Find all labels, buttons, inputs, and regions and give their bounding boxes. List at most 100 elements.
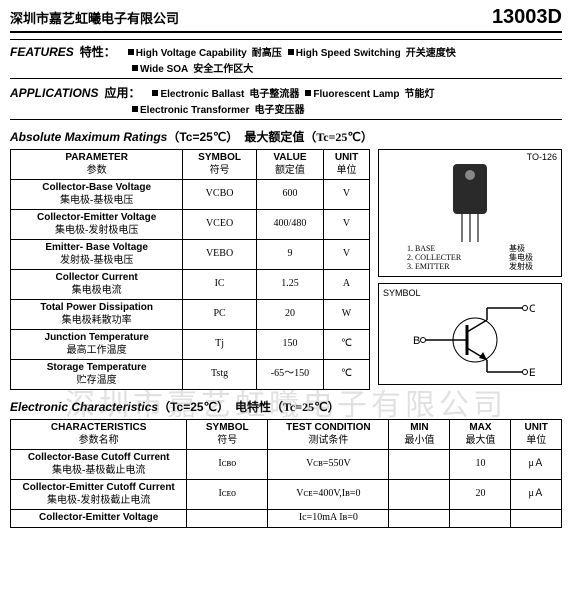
package-lead-icon	[461, 214, 463, 242]
ratings-param-cn: 集电极耗散功率	[15, 315, 178, 328]
app-item-en: Fluorescent Lamp	[313, 89, 399, 100]
app-item-en: Electronic Transformer	[140, 105, 249, 116]
package-diagram: TO-126 1. BASE 2. COLLECTER 3. EMITTER	[378, 149, 562, 277]
table-row: Collector-Emitter Voltage集电极-发射极电压VCEO40…	[11, 210, 370, 240]
elec-hdr-symbol-en: SYMBOL	[191, 422, 263, 435]
elec-symbol: Iᴄᴇᴏ	[187, 480, 268, 510]
electrical-title: Electronic Characteristics（Tc=25℃） 电特性（T…	[10, 398, 562, 415]
elec-hdr-min-cn: 最小值	[393, 435, 445, 448]
app-item-en: Electronic Ballast	[160, 89, 244, 100]
pin-en: BASE	[415, 244, 435, 253]
npn-symbol-icon: B C E	[405, 300, 535, 380]
ratings-unit: V	[324, 180, 370, 210]
feature-item-en: Wide SOA	[140, 64, 188, 75]
ratings-title-cond: （Tc=25℃）	[167, 130, 238, 144]
package-label: TO-126	[527, 152, 557, 162]
ratings-unit: A	[324, 270, 370, 300]
pin-en: EMITTER	[415, 262, 450, 271]
ratings-table: PARAMETER参数 SYMBOL符号 VALUE额定值 UNIT单位 Col…	[10, 149, 370, 390]
ratings-value: 150	[256, 330, 323, 360]
bullet-icon	[152, 90, 158, 96]
applications-section: APPLICATIONS 应用： Electronic Ballast 电子整流…	[10, 81, 562, 120]
ratings-unit: V	[324, 240, 370, 270]
ratings-param-en: Storage Temperature	[15, 362, 178, 375]
elec-unit: μＡ	[511, 450, 562, 480]
ratings-symbol: IC	[183, 270, 257, 300]
pin-cn: 集电极	[509, 253, 533, 262]
table-row: Storage Temperature贮存温度Tstg-65～150℃	[11, 360, 370, 390]
ratings-unit: ℃	[324, 360, 370, 390]
elec-cond: Ic=10mA Iʙ=0	[268, 510, 389, 528]
ratings-unit: ℃	[324, 330, 370, 360]
ratings-param-cn: 集电极-基极电压	[15, 195, 178, 208]
bullet-icon	[132, 106, 138, 112]
elec-char-cn: 集电极-基极截止电流	[15, 465, 182, 478]
ratings-param-en: Collector-Emitter Voltage	[15, 212, 178, 225]
elec-symbol	[187, 510, 268, 528]
elec-max: 20	[450, 480, 511, 510]
ratings-unit: W	[324, 300, 370, 330]
table-row: Junction Temperature最高工作温度 Tj150℃	[11, 330, 370, 360]
ratings-hdr-value-en: VALUE	[261, 152, 319, 165]
symbol-diagram: SYMBOL B C E	[378, 283, 562, 385]
feature-item-cn: 安全工作区大	[193, 64, 253, 75]
elec-hdr-symbol-cn: 符号	[191, 435, 263, 448]
ratings-param-cn: 最高工作温度	[15, 345, 178, 358]
ratings-unit: V	[324, 210, 370, 240]
ratings-symbol: Tj	[183, 330, 257, 360]
elec-min	[389, 450, 450, 480]
feature-item-cn: 耐高压	[252, 48, 282, 59]
bullet-icon	[132, 65, 138, 71]
table-row: Collector-Emitter VoltageIc=10mA Iʙ=0	[11, 510, 562, 528]
elec-hdr-max-en: MAX	[454, 422, 506, 435]
elec-hdr-unit-cn: 单位	[515, 435, 557, 448]
ratings-param-cn: 发射极-基极电压	[15, 255, 178, 268]
pin-en: COLLECTER	[415, 253, 461, 262]
elec-unit: μＡ	[511, 480, 562, 510]
electrical-title-cond: （Tc=25℃）	[158, 400, 229, 414]
elec-min	[389, 480, 450, 510]
ratings-param-en: Junction Temperature	[15, 332, 178, 345]
elec-hdr-char-en: CHARACTERISTICS	[15, 422, 182, 435]
package-hole-icon	[465, 170, 475, 180]
electrical-title-cn: 电特性（Tc=25℃）	[235, 400, 340, 414]
table-row: Collector-Base Cutoff Current集电极-基极截止电流I…	[11, 450, 562, 480]
app-item-cn: 节能灯	[405, 89, 435, 100]
ratings-symbol: Tstg	[183, 360, 257, 390]
pin-cn: 基极	[509, 244, 533, 253]
ratings-value: 20	[256, 300, 323, 330]
ratings-hdr-symbol-en: SYMBOL	[187, 152, 252, 165]
elec-hdr-unit-en: UNIT	[515, 422, 557, 435]
ratings-param-en: Collector Current	[15, 272, 178, 285]
ratings-value: -65～150	[256, 360, 323, 390]
elec-unit	[511, 510, 562, 528]
ratings-symbol: PC	[183, 300, 257, 330]
ratings-symbol: VCBO	[183, 180, 257, 210]
pin-cn: 发射极	[509, 262, 533, 271]
table-row: Collector-Emitter Cutoff Current集电极-发射极截…	[11, 480, 562, 510]
ratings-param-cn: 集电极-发射极电压	[15, 225, 178, 238]
header: 深圳市嘉艺虹曦电子有限公司 13003D	[10, 6, 562, 33]
feature-item-cn: 开关速度快	[406, 48, 456, 59]
bullet-icon	[128, 49, 134, 55]
elec-cond: Vᴄᴇ=400V,Iʙ=0	[268, 480, 389, 510]
ratings-param-en: Collector-Base Voltage	[15, 182, 178, 195]
table-row: Collector-Base Voltage集电极-基极电压 VCBO600V	[11, 180, 370, 210]
applications-label-cn: 应用：	[104, 84, 140, 101]
elec-hdr-min-en: MIN	[393, 422, 445, 435]
ratings-param-cn: 集电极电流	[15, 285, 178, 298]
symbol-c-label: C	[529, 303, 535, 315]
ratings-symbol: VEBO	[183, 240, 257, 270]
ratings-hdr-param-cn: 参数	[15, 165, 178, 178]
elec-max	[450, 510, 511, 528]
app-item-cn: 电子整流器	[249, 89, 299, 100]
applications-label-en: APPLICATIONS	[10, 86, 98, 100]
feature-item-en: High Voltage Capability	[136, 48, 247, 59]
ratings-value: 600	[256, 180, 323, 210]
ratings-title-en: Absolute Maximum Ratings	[10, 130, 167, 144]
elec-cond: Vᴄʙ=550V	[268, 450, 389, 480]
feature-item-en: High Speed Switching	[296, 48, 401, 59]
ratings-value: 9	[256, 240, 323, 270]
package-lead-icon	[477, 214, 479, 242]
ratings-param-en: Emitter- Base Voltage	[15, 242, 178, 255]
